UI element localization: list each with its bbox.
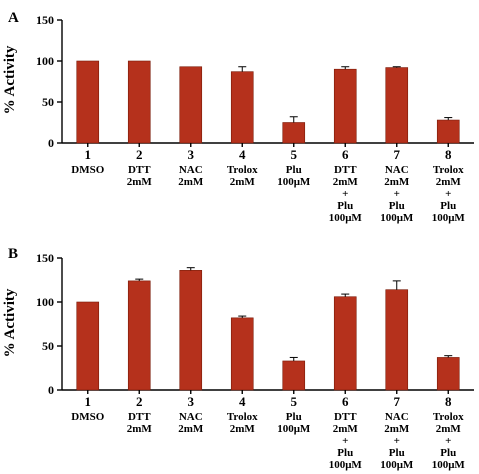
x-tick-label: 100μM — [329, 459, 363, 471]
bar — [385, 289, 409, 391]
x-tick-label: + — [445, 188, 451, 200]
x-tick-label: Plu — [389, 447, 405, 459]
x-tick-label: DMSO — [71, 164, 104, 176]
x-tick-label: 5 — [291, 147, 298, 162]
x-tick-label: Trolox — [227, 411, 258, 423]
bar — [127, 60, 151, 144]
y-axis-label: % Activity — [2, 45, 18, 114]
x-tick-label: DMSO — [71, 411, 104, 423]
x-tick-label: 100μM — [432, 212, 466, 224]
x-tick-label: 2mM — [436, 176, 462, 188]
x-tick-label: Plu — [286, 411, 302, 423]
x-tick-label: 2mM — [230, 423, 256, 435]
x-tick-label: 1 — [85, 147, 92, 162]
x-tick-label: 100μM — [380, 459, 414, 471]
bar — [179, 270, 203, 391]
x-tick-label: 2mM — [178, 176, 204, 188]
x-tick-label: DTT — [334, 411, 357, 423]
x-tick-label: 2 — [136, 394, 143, 409]
y-tick-label: 0 — [48, 136, 54, 150]
x-tick-label: 100μM — [329, 212, 363, 224]
x-tick-label: 100μM — [432, 459, 466, 471]
x-tick-label: Trolox — [433, 411, 464, 423]
x-tick-label: 2mM — [230, 176, 256, 188]
x-tick-label: Plu — [389, 200, 405, 212]
x-tick-label: NAC — [385, 164, 409, 176]
x-tick-label: 2mM — [436, 423, 462, 435]
x-tick-label: + — [342, 188, 348, 200]
x-tick-label: 100μM — [277, 423, 311, 435]
x-tick-label: 6 — [342, 394, 349, 409]
y-tick-label: 150 — [36, 251, 54, 265]
bar — [76, 60, 100, 144]
x-tick-label: 2mM — [333, 423, 359, 435]
x-tick-label: 2mM — [127, 423, 153, 435]
bar — [179, 66, 203, 144]
bar — [436, 357, 460, 391]
x-tick-label: + — [342, 435, 348, 447]
bar — [127, 280, 151, 391]
x-tick-label: + — [445, 435, 451, 447]
x-tick-label: Plu — [440, 447, 456, 459]
bar — [436, 119, 460, 144]
x-tick-label: NAC — [385, 411, 409, 423]
x-tick-label: 5 — [291, 394, 298, 409]
bar — [333, 296, 357, 391]
x-tick-label: 7 — [394, 394, 401, 409]
panel-label: B — [8, 246, 18, 262]
x-tick-label: + — [394, 435, 400, 447]
x-tick-label: 8 — [445, 147, 452, 162]
y-tick-label: 100 — [36, 295, 54, 309]
x-tick-label: 1 — [85, 394, 92, 409]
y-tick-label: 50 — [42, 339, 54, 353]
bar — [282, 360, 306, 391]
x-tick-label: 4 — [239, 394, 246, 409]
x-tick-label: NAC — [179, 164, 203, 176]
y-tick-label: 150 — [36, 13, 54, 27]
x-tick-label: 8 — [445, 394, 452, 409]
x-tick-label: 2 — [136, 147, 143, 162]
x-tick-label: 3 — [188, 394, 195, 409]
x-tick-label: Plu — [440, 200, 456, 212]
x-tick-label: DTT — [334, 164, 357, 176]
y-tick-label: 0 — [48, 383, 54, 397]
x-tick-label: 2mM — [127, 176, 153, 188]
x-tick-label: DTT — [128, 411, 151, 423]
x-tick-label: Trolox — [227, 164, 258, 176]
x-tick-label: 3 — [188, 147, 195, 162]
chart-panel-a: A % Activity 0501001501DMSO2DTT2mM3NAC2m… — [2, 10, 474, 224]
bar — [230, 71, 254, 144]
bar — [333, 68, 357, 144]
bar — [385, 67, 409, 144]
x-tick-label: 2mM — [384, 423, 410, 435]
y-tick-label: 50 — [42, 95, 54, 109]
x-tick-label: Plu — [337, 447, 353, 459]
y-axis-label: % Activity — [2, 288, 18, 357]
x-tick-label: 7 — [394, 147, 401, 162]
x-tick-label: 100μM — [277, 176, 311, 188]
x-tick-label: 4 — [239, 147, 246, 162]
panel-label: A — [8, 10, 19, 26]
x-tick-label: + — [394, 188, 400, 200]
x-tick-label: NAC — [179, 411, 203, 423]
y-tick-label: 100 — [36, 54, 54, 68]
chart-panel-b: B % Activity 0501001501DMSO2DTT2mM3NAC2m… — [2, 246, 474, 471]
bar — [230, 317, 254, 391]
bar — [76, 301, 100, 391]
x-tick-label: Plu — [337, 200, 353, 212]
x-tick-label: 2mM — [384, 176, 410, 188]
x-tick-label: 6 — [342, 147, 349, 162]
x-tick-label: 100μM — [380, 212, 414, 224]
x-tick-label: 2mM — [178, 423, 204, 435]
x-tick-label: Plu — [286, 164, 302, 176]
x-tick-label: DTT — [128, 164, 151, 176]
bar — [282, 122, 306, 144]
x-tick-label: 2mM — [333, 176, 359, 188]
x-tick-label: Trolox — [433, 164, 464, 176]
